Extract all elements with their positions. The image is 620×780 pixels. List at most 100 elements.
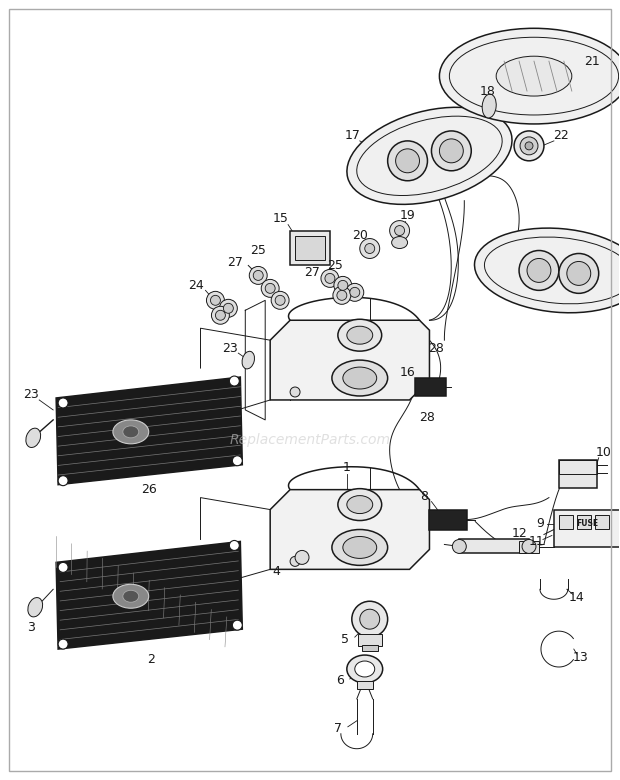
Text: 24: 24 [188, 279, 203, 292]
Ellipse shape [332, 360, 388, 396]
Text: 26: 26 [141, 483, 157, 496]
Text: 1: 1 [343, 461, 351, 474]
Text: 17: 17 [345, 129, 361, 143]
Ellipse shape [338, 488, 382, 520]
Bar [559, 515, 573, 529]
Ellipse shape [229, 541, 239, 551]
Ellipse shape [113, 584, 149, 608]
Ellipse shape [333, 286, 351, 304]
Ellipse shape [58, 476, 68, 486]
Text: 23: 23 [24, 388, 39, 402]
Ellipse shape [123, 590, 139, 602]
Ellipse shape [347, 326, 373, 344]
Ellipse shape [347, 108, 512, 204]
Text: 5: 5 [341, 633, 349, 646]
Ellipse shape [58, 398, 68, 408]
Text: 4: 4 [272, 565, 280, 578]
Text: 28: 28 [420, 411, 435, 424]
Ellipse shape [360, 239, 379, 258]
Ellipse shape [223, 303, 233, 314]
Bar [459, 540, 529, 554]
Ellipse shape [58, 562, 68, 573]
Ellipse shape [559, 254, 599, 293]
Text: 10: 10 [596, 446, 611, 459]
Bar [554, 509, 620, 548]
Polygon shape [270, 490, 430, 569]
Ellipse shape [253, 271, 264, 280]
Bar [595, 515, 609, 529]
Ellipse shape [219, 300, 237, 317]
Text: 6: 6 [336, 675, 344, 687]
Ellipse shape [360, 609, 379, 629]
Ellipse shape [206, 292, 224, 310]
Ellipse shape [496, 56, 572, 96]
Text: 28: 28 [428, 342, 445, 355]
Ellipse shape [332, 530, 388, 566]
Bar [290, 231, 330, 265]
Ellipse shape [389, 221, 410, 240]
Ellipse shape [249, 267, 267, 285]
Polygon shape [56, 541, 242, 649]
Text: 25: 25 [250, 244, 266, 257]
Ellipse shape [321, 269, 339, 287]
Text: 22: 22 [553, 129, 569, 143]
Ellipse shape [567, 261, 591, 285]
Ellipse shape [343, 367, 377, 389]
Text: 25: 25 [327, 259, 343, 272]
Text: FUSE: FUSE [577, 519, 599, 528]
Ellipse shape [482, 94, 496, 118]
Bar [356, 681, 373, 689]
Text: 19: 19 [400, 209, 415, 222]
Bar [559, 459, 596, 473]
Ellipse shape [338, 280, 348, 290]
Ellipse shape [522, 540, 536, 554]
Text: 27: 27 [228, 256, 243, 269]
Ellipse shape [229, 376, 239, 386]
Bar [559, 459, 596, 488]
Ellipse shape [26, 428, 41, 448]
Ellipse shape [290, 387, 300, 397]
Ellipse shape [275, 296, 285, 305]
Bar [295, 236, 325, 261]
Bar [577, 515, 591, 529]
Ellipse shape [350, 287, 360, 297]
Ellipse shape [519, 250, 559, 290]
Text: 20: 20 [352, 229, 368, 242]
Ellipse shape [352, 601, 388, 637]
Ellipse shape [325, 274, 335, 283]
Ellipse shape [271, 292, 289, 310]
Ellipse shape [394, 225, 405, 236]
Text: 9: 9 [536, 517, 544, 530]
Ellipse shape [265, 283, 275, 293]
Text: 11: 11 [529, 535, 545, 548]
Ellipse shape [527, 258, 551, 282]
Ellipse shape [261, 279, 279, 297]
Ellipse shape [232, 620, 242, 630]
Text: 14: 14 [569, 590, 585, 604]
Ellipse shape [474, 228, 620, 313]
Text: 8: 8 [420, 490, 428, 503]
Ellipse shape [338, 319, 382, 351]
Text: 23: 23 [223, 342, 238, 355]
Ellipse shape [514, 131, 544, 161]
Bar [430, 509, 467, 530]
Ellipse shape [453, 540, 466, 554]
Text: 13: 13 [573, 651, 588, 664]
Text: ReplacementParts.com: ReplacementParts.com [229, 433, 391, 447]
Ellipse shape [210, 296, 220, 305]
Ellipse shape [396, 149, 420, 173]
Ellipse shape [58, 639, 68, 649]
Text: 27: 27 [304, 266, 320, 279]
Text: 3: 3 [27, 621, 35, 633]
Ellipse shape [337, 290, 347, 300]
Ellipse shape [440, 139, 463, 163]
Text: 12: 12 [511, 527, 527, 540]
Ellipse shape [343, 537, 377, 558]
Text: 7: 7 [334, 722, 342, 736]
Bar [358, 634, 382, 646]
Ellipse shape [392, 236, 407, 249]
Bar [519, 541, 539, 554]
Ellipse shape [355, 661, 374, 677]
Ellipse shape [232, 456, 242, 466]
Text: 18: 18 [479, 84, 495, 98]
